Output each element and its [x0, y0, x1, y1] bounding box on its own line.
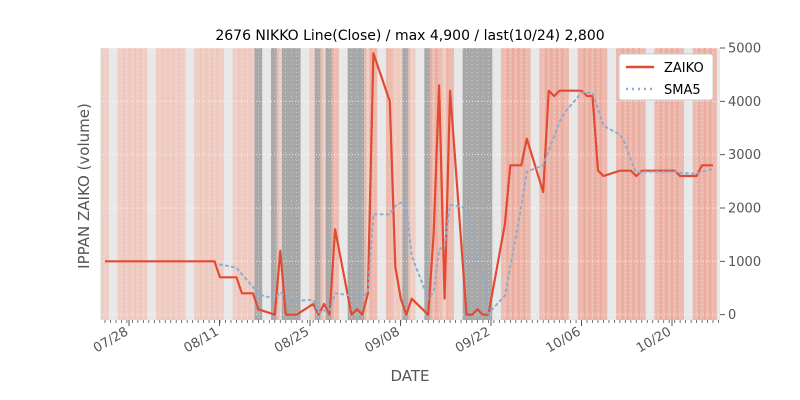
series-line-zaiko	[105, 52, 713, 316]
x-tick-label: 07/28	[91, 324, 131, 356]
x-tick-label: 08/11	[182, 324, 222, 356]
y-axis-ticks: 0 1000 2000 3000 4000 5000	[720, 42, 761, 323]
series-lines	[105, 52, 714, 316]
y-tick-label: 3000	[728, 148, 761, 163]
x-tick-label: 08/25	[272, 324, 312, 356]
chart-title: 2676 NIKKO Line(Close) / max 4,900 / las…	[215, 28, 604, 44]
y-tick-label: 4000	[728, 95, 761, 110]
legend-label-zaiko: ZAIKO	[664, 61, 704, 76]
legend: ZAIKO SMA5	[618, 53, 714, 101]
y-axis-label: IPPAN ZAIKO (volume)	[75, 103, 93, 269]
y-tick-label: 1000	[728, 255, 761, 270]
series-line-sma5	[219, 91, 714, 315]
grid-lines	[100, 47, 720, 320]
x-tick-label: 09/22	[453, 324, 493, 356]
legend-label-sma5: SMA5	[664, 83, 701, 98]
legend-box	[618, 53, 714, 101]
x-tick-label: 10/20	[634, 324, 674, 356]
x-axis-ticks: 07/28 08/11 08/25 09/08 09/22 10/06 10/20	[91, 320, 719, 356]
y-tick-label: 0	[728, 308, 736, 323]
x-axis-label: DATE	[390, 367, 429, 385]
x-tick-label: 09/08	[363, 324, 403, 356]
y-tick-label: 5000	[728, 42, 761, 57]
x-tick-label: 10/06	[544, 324, 584, 356]
y-tick-label: 2000	[728, 202, 761, 217]
